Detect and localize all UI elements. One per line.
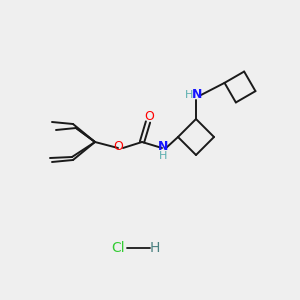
Text: H: H xyxy=(159,151,167,161)
Text: H: H xyxy=(150,241,160,255)
Text: N: N xyxy=(158,140,168,154)
Text: O: O xyxy=(113,140,123,154)
Text: O: O xyxy=(144,110,154,122)
Text: Cl: Cl xyxy=(111,241,125,255)
Text: N: N xyxy=(192,88,202,101)
Text: H: H xyxy=(185,90,193,100)
